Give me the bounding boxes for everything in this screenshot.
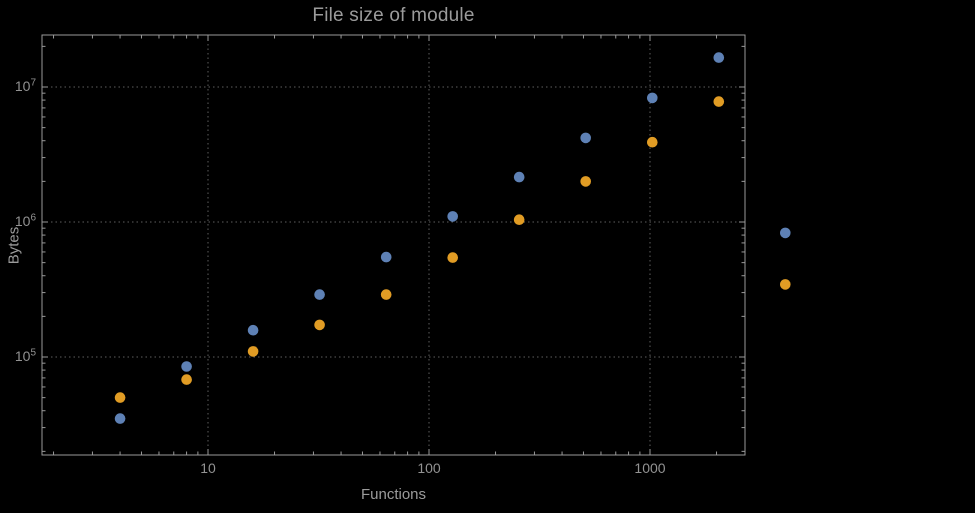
x-tick-label: 10: [200, 460, 216, 476]
y-tick-label: 107: [14, 77, 36, 94]
data-point-blue-series: [380, 251, 392, 263]
data-point-blue-series: [647, 92, 658, 104]
data-point-orange-series: [713, 96, 725, 107]
data-point-orange-series: [114, 392, 126, 403]
x-axis-label: Functions: [360, 486, 427, 503]
data-point-blue-series: [780, 227, 791, 239]
data-point-blue-series: [580, 132, 591, 144]
data-point-orange-series: [447, 252, 459, 263]
data-point-blue-series: [314, 289, 325, 300]
y-tick-label: 105: [14, 347, 36, 364]
chart-title: File size of module: [312, 5, 475, 26]
data-point-orange-series: [247, 346, 259, 357]
data-point-orange-series: [513, 214, 525, 225]
data-point-blue-series: [181, 361, 192, 372]
data-point-orange-series: [380, 289, 392, 300]
data-point-orange-series: [314, 319, 325, 331]
data-point-orange-series: [580, 176, 591, 187]
data-point-orange-series: [181, 374, 192, 385]
data-point-blue-series: [513, 171, 525, 183]
data-point-orange-series: [647, 136, 658, 148]
data-point-orange-series: [780, 279, 791, 290]
data-point-blue-series: [447, 211, 459, 222]
data-point-blue-series: [247, 324, 259, 336]
plot-frame: [41, 34, 746, 456]
x-tick-label: 100: [417, 460, 441, 476]
data-point-blue-series: [114, 413, 126, 424]
data-point-blue-series: [713, 52, 725, 63]
y-tick-label: 106: [14, 212, 36, 229]
x-tick-label: 1000: [634, 460, 666, 476]
